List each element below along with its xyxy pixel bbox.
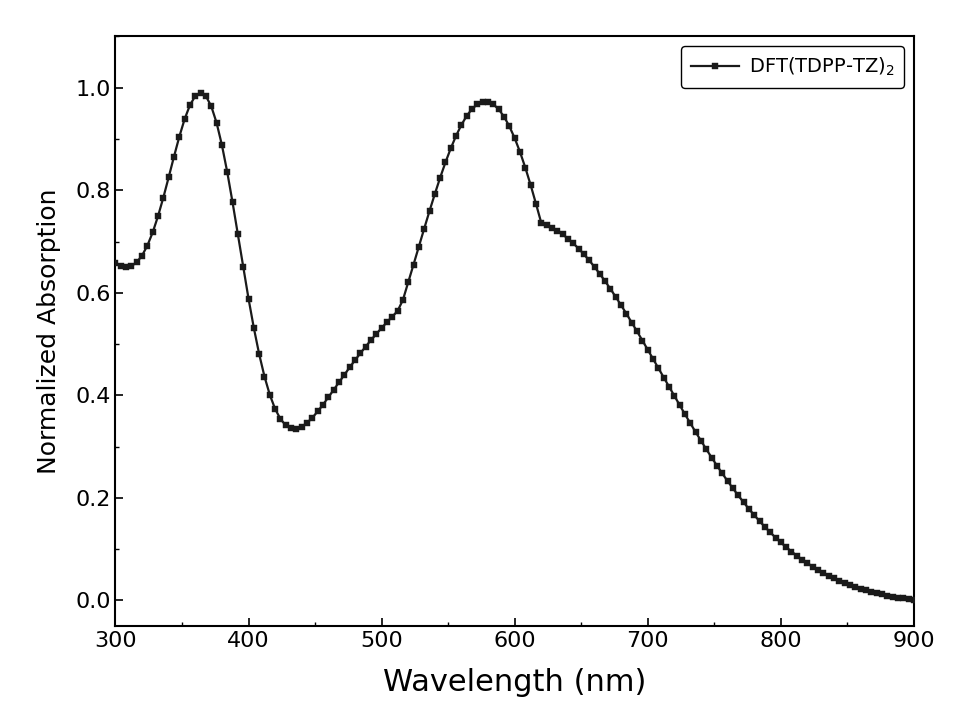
DFT(TDPP-TZ)$_2$ bbox=[195, 88, 207, 97]
DFT(TDPP-TZ)$_2$ bbox=[620, 309, 631, 318]
X-axis label: Wavelength (nm): Wavelength (nm) bbox=[382, 668, 646, 697]
Legend: DFT(TDPP-TZ)$_2$: DFT(TDPP-TZ)$_2$ bbox=[680, 46, 903, 88]
DFT(TDPP-TZ)$_2$ bbox=[503, 122, 514, 130]
DFT(TDPP-TZ)$_2$ bbox=[907, 596, 919, 604]
DFT(TDPP-TZ)$_2$ bbox=[599, 277, 610, 285]
DFT(TDPP-TZ)$_2$ bbox=[397, 296, 408, 304]
Y-axis label: Normalized Absorption: Normalized Absorption bbox=[37, 189, 62, 474]
DFT(TDPP-TZ)$_2$ bbox=[674, 401, 685, 410]
DFT(TDPP-TZ)$_2$ bbox=[897, 594, 908, 603]
DFT(TDPP-TZ)$_2$ bbox=[110, 259, 121, 268]
Line: DFT(TDPP-TZ)$_2$: DFT(TDPP-TZ)$_2$ bbox=[112, 90, 916, 603]
